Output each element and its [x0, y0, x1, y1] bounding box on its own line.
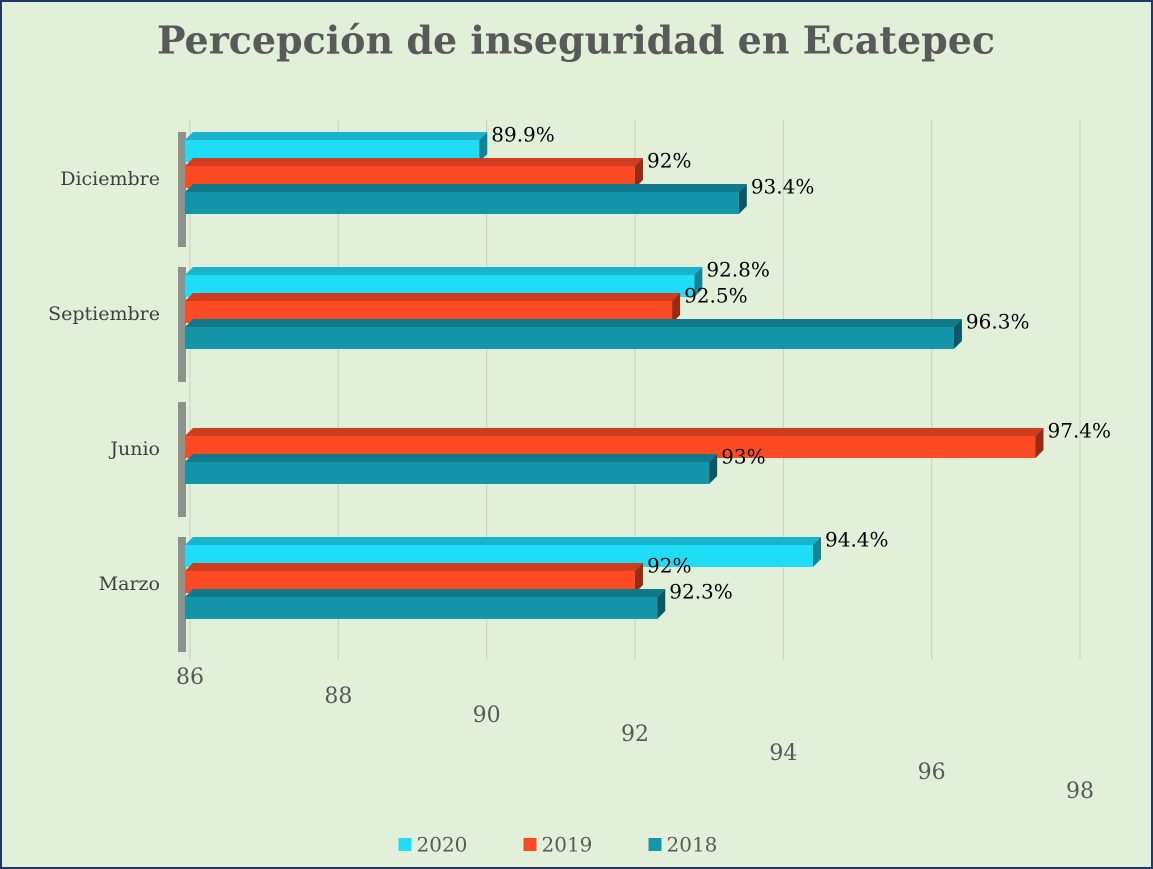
bar-end: [657, 589, 666, 619]
legend-label: 2018: [667, 833, 718, 857]
data-label: 94.4%: [825, 528, 889, 552]
legend-label: 2019: [542, 833, 593, 857]
bar-top: [185, 184, 747, 192]
bar-end: [1035, 428, 1044, 458]
bar: [185, 184, 747, 214]
bar-top: [185, 132, 488, 140]
data-label: 93.4%: [751, 175, 815, 199]
bar-front: [185, 166, 635, 188]
bar: [185, 158, 643, 188]
bar: [185, 563, 643, 593]
data-label: 92%: [647, 554, 691, 578]
bar: [185, 428, 1044, 458]
wall: [178, 402, 186, 517]
data-label: 92.3%: [669, 580, 733, 604]
bar-end: [813, 537, 821, 567]
chart-title: Percepción de inseguridad en Ecatepec: [157, 18, 995, 63]
bar-top: [185, 428, 1044, 436]
y-tick-label: Septiembre: [48, 303, 160, 325]
bar-end: [953, 319, 962, 349]
bar-top: [185, 589, 666, 597]
bar-end: [694, 267, 703, 297]
data-label: 89.9%: [491, 123, 555, 147]
bar: [185, 589, 666, 619]
bar-end: [479, 132, 488, 162]
bar: [185, 267, 703, 297]
bar-top: [185, 319, 962, 327]
bar-front: [185, 597, 658, 619]
wall: [178, 267, 186, 382]
data-label: 97.4%: [1048, 419, 1112, 443]
bar-top: [185, 267, 703, 275]
bar-front: [185, 301, 673, 323]
y-tick-label: Junio: [108, 438, 160, 460]
data-label: 92.5%: [684, 284, 748, 308]
x-tick-label: 94: [769, 741, 797, 766]
bar-top: [185, 293, 681, 301]
legend-label: 2020: [417, 833, 468, 857]
legend-swatch: [398, 838, 412, 851]
wall: [178, 537, 186, 652]
bar-end: [635, 158, 643, 188]
bar-front: [185, 275, 695, 297]
bar: [185, 319, 962, 349]
bar-end: [709, 454, 718, 484]
bar: [185, 454, 718, 484]
x-tick-label: 90: [473, 703, 501, 728]
bar-front: [185, 462, 710, 484]
bar-front: [185, 571, 635, 593]
legend-swatch: [648, 838, 662, 851]
data-label: 92%: [647, 149, 691, 173]
bar-end: [635, 563, 643, 593]
bar-top: [185, 537, 821, 545]
bar-end: [738, 184, 747, 214]
bar-front: [185, 140, 480, 162]
bar: [185, 537, 821, 567]
data-label: 93%: [721, 445, 765, 469]
bar: [185, 293, 681, 323]
bar-front: [185, 327, 954, 349]
data-label: 92.8%: [706, 258, 770, 282]
bar: [185, 132, 488, 162]
x-tick-label: 86: [176, 665, 204, 690]
data-label: 96.3%: [966, 310, 1030, 334]
bar-front: [185, 192, 739, 214]
x-tick-label: 88: [324, 684, 352, 709]
x-tick-label: 92: [621, 722, 649, 747]
legend-swatch: [523, 838, 537, 851]
bar-end: [672, 293, 681, 323]
y-tick-label: Marzo: [99, 573, 160, 595]
y-tick-label: Diciembre: [60, 168, 160, 190]
x-tick-label: 98: [1066, 779, 1094, 804]
bar-top: [185, 563, 643, 571]
bar-front: [185, 436, 1036, 458]
x-tick-label: 96: [918, 760, 946, 785]
bar-front: [185, 545, 813, 567]
bar-top: [185, 454, 718, 462]
wall: [178, 132, 186, 247]
bar-top: [185, 158, 643, 166]
